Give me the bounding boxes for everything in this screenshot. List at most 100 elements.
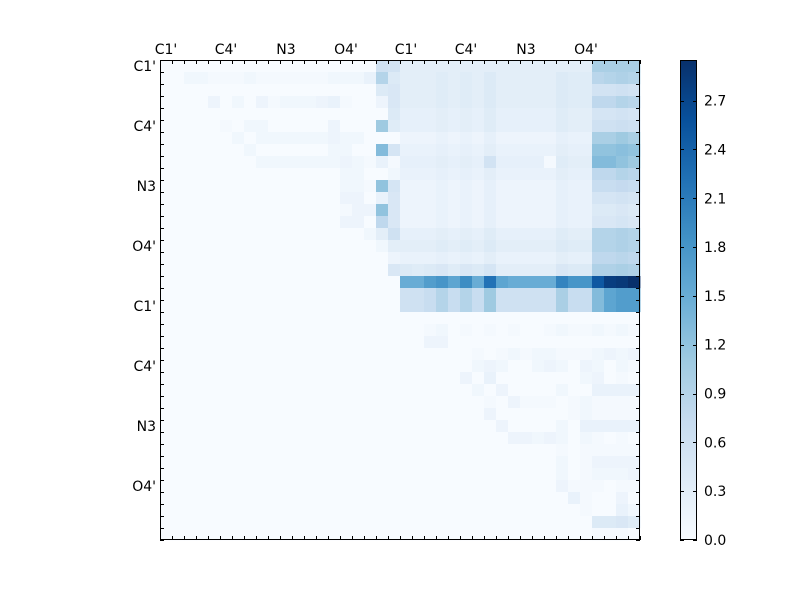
heatmap-cell <box>364 480 377 493</box>
heatmap-cell <box>604 360 617 373</box>
heatmap-cell <box>160 240 173 253</box>
heatmap-cell <box>508 444 521 457</box>
heatmap-cell <box>472 168 485 181</box>
y-tick-label: C4' <box>133 119 156 135</box>
heatmap-cell <box>436 372 449 385</box>
colorbar-tick-label: 1.8 <box>704 240 726 256</box>
heatmap-cell <box>400 180 413 193</box>
heatmap-cell <box>316 360 329 373</box>
heatmap-cell <box>352 300 365 313</box>
heatmap-cell <box>568 324 581 337</box>
heatmap-cell <box>628 84 641 97</box>
heatmap-cell <box>568 432 581 445</box>
heatmap-cell <box>208 336 221 349</box>
heatmap-cell <box>232 372 245 385</box>
heatmap-cell <box>556 444 569 457</box>
heatmap-cell <box>592 168 605 181</box>
heatmap-cell <box>340 432 353 445</box>
heatmap-cell <box>244 204 257 217</box>
heatmap-cell <box>316 300 329 313</box>
heatmap-cell <box>568 264 581 277</box>
heatmap-cell <box>616 432 629 445</box>
heatmap-cell <box>376 240 389 253</box>
heatmap-cell <box>496 252 509 265</box>
heatmap-cell <box>316 336 329 349</box>
heatmap-cell <box>388 336 401 349</box>
heatmap-cell <box>544 156 557 169</box>
heatmap-cell <box>544 384 557 397</box>
x-tick-label: N3 <box>276 42 295 58</box>
heatmap-cell <box>268 312 281 325</box>
heatmap-cell <box>376 384 389 397</box>
heatmap-cell <box>184 444 197 457</box>
heatmap-cell <box>208 240 221 253</box>
heatmap-cell <box>436 420 449 433</box>
heatmap-cell <box>376 468 389 481</box>
heatmap-cell <box>568 156 581 169</box>
heatmap-cell <box>292 204 305 217</box>
heatmap-cell <box>436 84 449 97</box>
heatmap-cell <box>472 480 485 493</box>
heatmap-cell <box>484 528 497 541</box>
heatmap-cell <box>484 348 497 361</box>
heatmap-cell <box>220 96 233 109</box>
colorbar-tick-label: 1.2 <box>704 338 726 354</box>
heatmap-cell <box>160 372 173 385</box>
colorbar-tick-label: 0.9 <box>704 387 726 403</box>
heatmap-cell <box>376 96 389 109</box>
heatmap-cell <box>316 396 329 409</box>
heatmap-cell <box>616 96 629 109</box>
heatmap-cell <box>472 492 485 505</box>
heatmap-cell <box>592 228 605 241</box>
heatmap-cell <box>592 204 605 217</box>
heatmap-cell <box>196 204 209 217</box>
heatmap-cell <box>520 252 533 265</box>
heatmap-cell <box>580 300 593 313</box>
heatmap-cell <box>280 420 293 433</box>
heatmap-cell <box>364 300 377 313</box>
heatmap-cell <box>292 264 305 277</box>
heatmap-cell <box>232 300 245 313</box>
heatmap-cell <box>316 372 329 385</box>
heatmap-cell <box>604 252 617 265</box>
heatmap-cell <box>256 468 269 481</box>
heatmap-cell <box>268 480 281 493</box>
heatmap-cell <box>316 492 329 505</box>
heatmap-cell <box>364 240 377 253</box>
heatmap-cell <box>580 408 593 421</box>
heatmap-cell <box>220 120 233 133</box>
heatmap-cell <box>544 480 557 493</box>
heatmap-cell <box>256 192 269 205</box>
heatmap-cell <box>328 396 341 409</box>
heatmap-cell <box>460 360 473 373</box>
heatmap-cell <box>628 300 641 313</box>
heatmap-cell <box>208 132 221 145</box>
heatmap-cell <box>388 444 401 457</box>
heatmap-cell <box>388 240 401 253</box>
heatmap-cell <box>448 360 461 373</box>
heatmap-cell <box>316 288 329 301</box>
heatmap-cell <box>472 276 485 289</box>
heatmap-cell <box>460 288 473 301</box>
heatmap-cell <box>292 468 305 481</box>
heatmap-cell <box>592 216 605 229</box>
heatmap-cell <box>256 60 269 73</box>
heatmap-cell <box>508 84 521 97</box>
heatmap-cell <box>268 420 281 433</box>
heatmap-cell <box>268 204 281 217</box>
heatmap-cell <box>532 60 545 73</box>
heatmap-cell <box>544 108 557 121</box>
heatmap-cell <box>424 528 437 541</box>
heatmap-cell <box>496 144 509 157</box>
heatmap-cell <box>400 288 413 301</box>
heatmap-cell <box>592 396 605 409</box>
heatmap-cell <box>508 348 521 361</box>
heatmap-cell <box>316 312 329 325</box>
heatmap-cell <box>256 324 269 337</box>
heatmap-cell <box>292 300 305 313</box>
heatmap-cell <box>232 132 245 145</box>
heatmap-cell <box>472 432 485 445</box>
heatmap-cell <box>172 480 185 493</box>
heatmap-cell <box>196 180 209 193</box>
